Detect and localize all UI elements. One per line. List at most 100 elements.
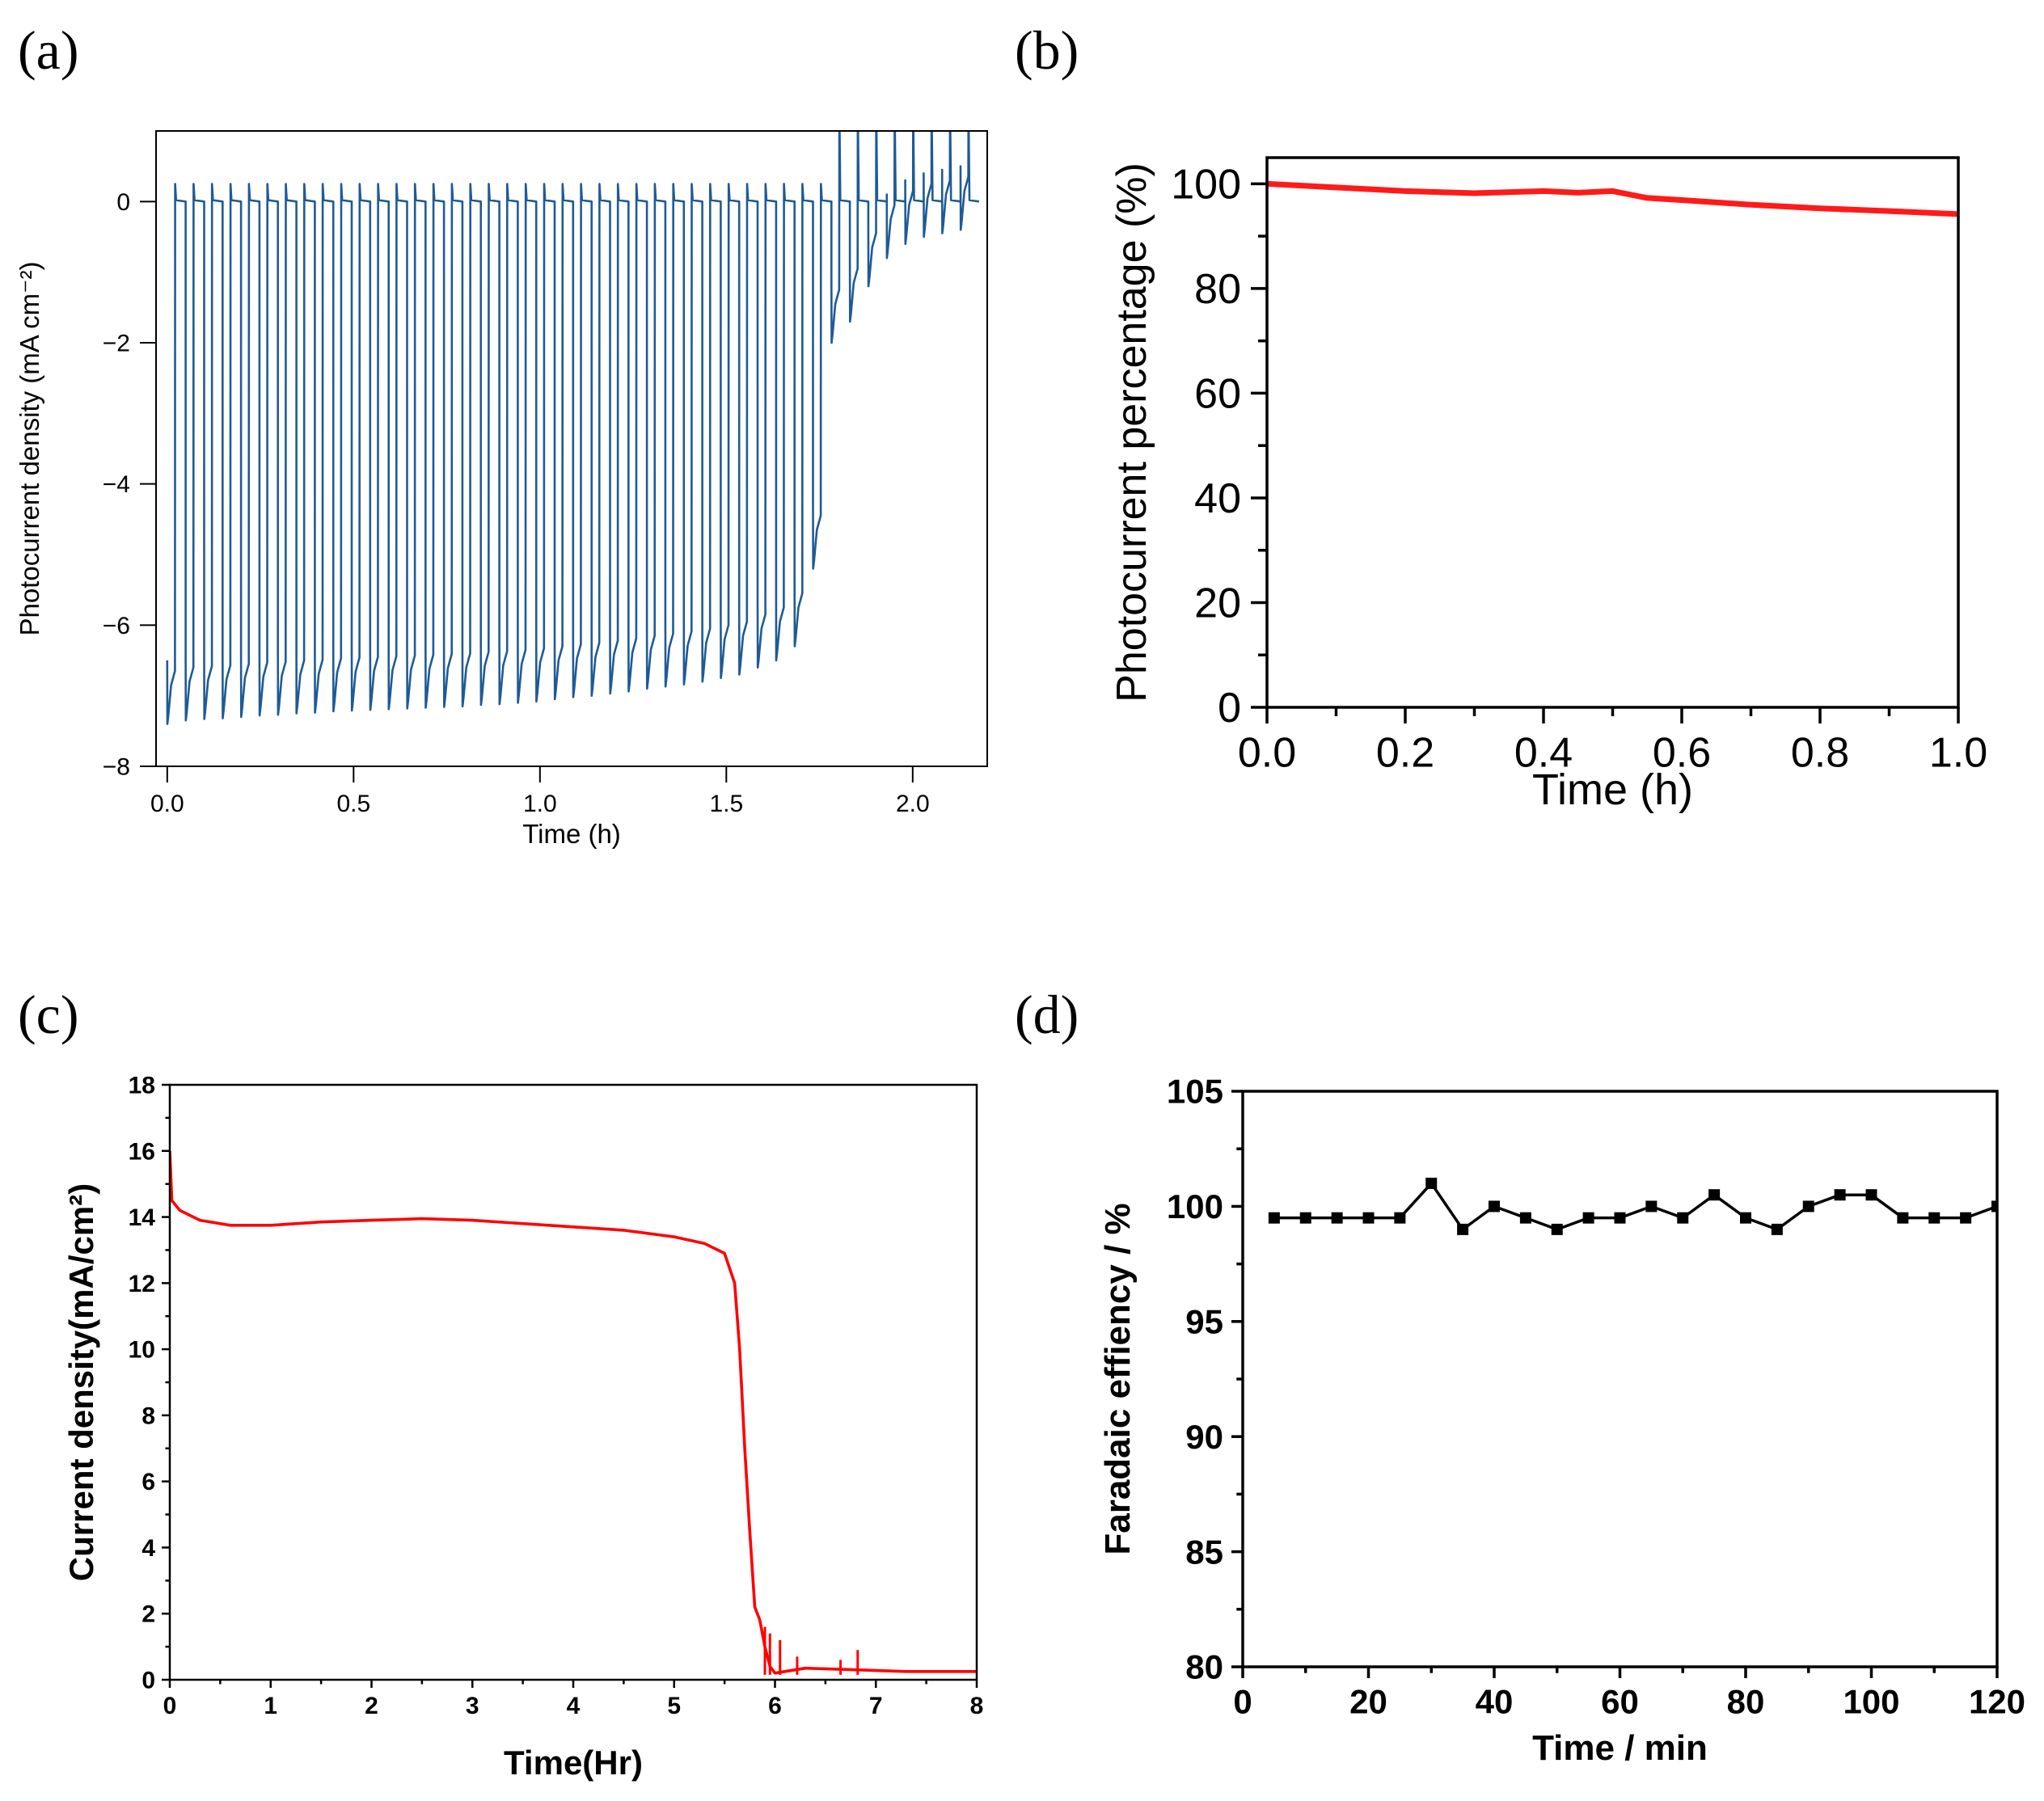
y-tick-label: 4 [141, 1535, 155, 1562]
x-tick-label: 0 [1233, 1683, 1252, 1721]
plot-frame [1265, 156, 1960, 709]
x-axis-label: Time / min [1532, 1728, 1708, 1768]
y-tick-label: 6 [141, 1469, 155, 1495]
y-tick-label: 40 [1194, 475, 1241, 522]
x-tick-label: 20 [1349, 1683, 1387, 1721]
data-point [1708, 1189, 1721, 1201]
x-tick-label: 3 [466, 1693, 479, 1719]
data-point [1677, 1212, 1689, 1224]
data-point [1551, 1223, 1563, 1235]
x-tick-label: 0 [163, 1693, 177, 1719]
y-tick-label: 60 [1194, 371, 1241, 418]
plot-frame [1241, 1090, 1999, 1668]
x-tick-label: 0.2 [1376, 730, 1434, 777]
y-tick-label: −2 [103, 331, 130, 357]
y-tick-label: 0 [116, 189, 130, 216]
x-axis-label: Time (h) [522, 819, 621, 849]
panel-label: (a) [18, 19, 78, 81]
data-point [1614, 1212, 1626, 1224]
data-layer [1267, 180, 1958, 217]
data-point [1394, 1212, 1406, 1224]
x-tick-label: 2 [365, 1693, 378, 1719]
data-point [1771, 1223, 1783, 1235]
y-tick-label: 105 [1167, 1073, 1223, 1111]
y-tick-label: −4 [103, 471, 130, 498]
data-point [1457, 1223, 1469, 1235]
y-tick-label: 95 [1185, 1303, 1223, 1341]
x-tick-label: 7 [869, 1693, 883, 1719]
panel-c: (c)0 1 2 3 4 5 6 7 8024681012141618Time(Hr)Curre… [18, 984, 983, 1782]
y-tick-label: −6 [103, 613, 130, 639]
x-tick-label: 1.0 [523, 791, 557, 817]
series-line [1267, 180, 1958, 217]
x-tick-label: 40 [1476, 1683, 1514, 1721]
y-axis-label: Current density(mA/cm²) [62, 1183, 100, 1581]
y-tick-label: 0 [141, 1668, 155, 1694]
x-tick-label: 8 [970, 1693, 984, 1719]
data-point [1865, 1189, 1877, 1201]
x-tick-label: 1.5 [709, 791, 743, 817]
data-point [1991, 1200, 1997, 1213]
data-point [1802, 1200, 1814, 1213]
data-point [1740, 1212, 1751, 1224]
data-point [1489, 1200, 1500, 1213]
data-point [1425, 1177, 1438, 1189]
panel-label: (b) [1015, 19, 1079, 81]
y-tick-label: 14 [129, 1204, 156, 1231]
y-tick-label: 100 [1167, 1187, 1223, 1225]
x-tick-label: 0.4 [1514, 730, 1573, 777]
data-point [1897, 1212, 1909, 1224]
y-tick-label: 2 [141, 1601, 155, 1628]
x-tick-label: 120 [1969, 1683, 2025, 1721]
y-tick-label: 18 [129, 1073, 155, 1099]
x-tick-label: 4 [567, 1693, 581, 1719]
x-axis-label: Time (h) [1532, 766, 1693, 814]
data-point [1645, 1200, 1658, 1213]
x-tick-label: 5 [667, 1693, 681, 1719]
data-point [1362, 1212, 1375, 1224]
series-line [1273, 1182, 1997, 1231]
panel-label: (c) [18, 984, 78, 1045]
plot-frame [168, 1083, 978, 1681]
x-tick-label: 0.5 [336, 791, 370, 817]
data-point [1928, 1212, 1941, 1224]
y-tick-label: 80 [1185, 1648, 1223, 1686]
data-point [1519, 1212, 1531, 1224]
y-tick-label: 10 [129, 1337, 155, 1364]
panel-b: (b) 0.0 0.2 0.4 0.6 0.8 1.0 0 20 40 60 80 100 Time (h… [1015, 19, 1987, 814]
data-point [1582, 1212, 1594, 1224]
panel-d: (d) 0 20 40 60 80 100 120 80 85 90 95 100 105 Time / m… [1015, 984, 2025, 1768]
x-tick-label: 0.8 [1791, 730, 1849, 777]
x-tick-label: 1.0 [1929, 730, 1987, 777]
data-layer [166, 131, 980, 725]
y-tick-label: 0 [1218, 685, 1241, 732]
y-tick-label: 8 [141, 1402, 155, 1429]
data-layer [170, 1150, 977, 1675]
panel-label: (d) [1015, 984, 1079, 1045]
data-point [1299, 1212, 1311, 1224]
x-tick-label: 0.0 [1238, 730, 1296, 777]
y-axis-label: Photocurrent density (mA cm⁻²) [15, 261, 44, 635]
x-tick-label: 0.6 [1653, 730, 1711, 777]
y-axis-label: Faradaic effiency / % [1098, 1203, 1138, 1554]
y-tick-label: 12 [129, 1271, 155, 1297]
x-tick-label: 1 [264, 1693, 277, 1719]
data-point [1331, 1212, 1343, 1224]
x-tick-label: 100 [1843, 1683, 1899, 1721]
x-tick-label: 2.0 [896, 791, 930, 817]
y-tick-label: 16 [129, 1138, 155, 1165]
y-tick-label: 100 [1171, 162, 1241, 209]
data-point [1960, 1212, 1972, 1224]
y-tick-label: 20 [1194, 580, 1241, 627]
y-tick-label: −8 [103, 754, 130, 781]
x-axis-label: Time(Hr) [504, 1744, 643, 1782]
x-tick-label: 80 [1727, 1683, 1765, 1721]
x-tick-label: 0.0 [150, 791, 184, 817]
x-tick-label: 60 [1601, 1683, 1639, 1721]
series-line [170, 1150, 977, 1675]
x-tick-label: 6 [768, 1693, 782, 1719]
data-layer [1268, 1177, 1997, 1235]
y-axis-label: Photocurrent percentage (%) [1109, 162, 1155, 702]
series-line [166, 131, 980, 725]
